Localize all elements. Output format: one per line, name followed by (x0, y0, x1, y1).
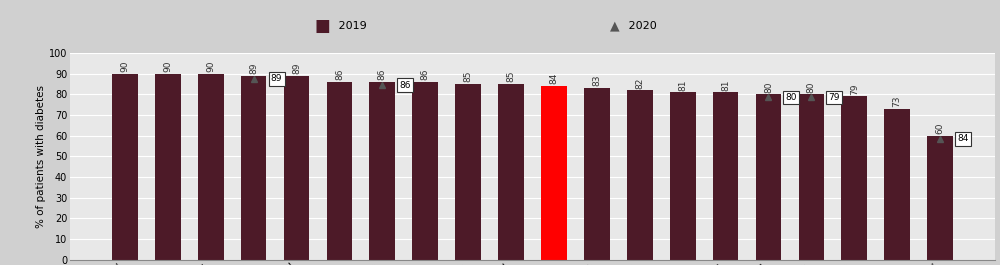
Text: 60: 60 (936, 122, 945, 134)
Text: 79: 79 (850, 83, 859, 95)
Text: 85: 85 (464, 71, 473, 82)
Text: 73: 73 (893, 96, 902, 107)
Text: 80: 80 (764, 81, 773, 93)
Text: 82: 82 (635, 77, 644, 89)
Text: 80: 80 (786, 93, 797, 102)
Text: 86: 86 (378, 69, 387, 80)
Bar (884, 109, 910, 260)
Bar (799, 94, 824, 260)
Text: ■: ■ (314, 17, 330, 35)
Text: ▲: ▲ (610, 20, 620, 33)
Bar (841, 96, 867, 260)
Text: 80: 80 (807, 81, 816, 93)
Bar (455, 84, 481, 260)
Text: 86: 86 (421, 69, 430, 80)
Bar (713, 92, 738, 260)
Text: 90: 90 (163, 60, 172, 72)
Bar (369, 82, 395, 260)
Bar (412, 82, 438, 260)
Bar (627, 90, 653, 260)
Text: 86: 86 (335, 69, 344, 80)
Bar (112, 74, 138, 260)
Bar (327, 82, 352, 260)
Text: 90: 90 (120, 60, 129, 72)
Text: 89: 89 (249, 63, 258, 74)
Text: 86: 86 (399, 81, 411, 90)
Bar (498, 84, 524, 260)
Text: 2020: 2020 (625, 21, 657, 31)
Bar (284, 76, 309, 260)
Text: 85: 85 (507, 71, 516, 82)
Bar (927, 136, 953, 260)
Y-axis label: % of patients with diabetes: % of patients with diabetes (36, 85, 46, 228)
Text: 84: 84 (957, 134, 969, 143)
Bar (756, 94, 781, 260)
Text: 2019: 2019 (335, 21, 367, 31)
Bar (670, 92, 696, 260)
Bar (155, 74, 181, 260)
Text: 89: 89 (292, 63, 301, 74)
Text: 79: 79 (829, 93, 840, 102)
Bar (241, 76, 266, 260)
Text: 90: 90 (206, 60, 215, 72)
Text: 81: 81 (678, 79, 687, 91)
Text: 83: 83 (592, 75, 601, 86)
Bar (584, 88, 610, 260)
Text: 89: 89 (271, 74, 282, 83)
Text: 81: 81 (721, 79, 730, 91)
Text: 84: 84 (549, 73, 558, 85)
Bar (541, 86, 567, 260)
Bar (198, 74, 224, 260)
